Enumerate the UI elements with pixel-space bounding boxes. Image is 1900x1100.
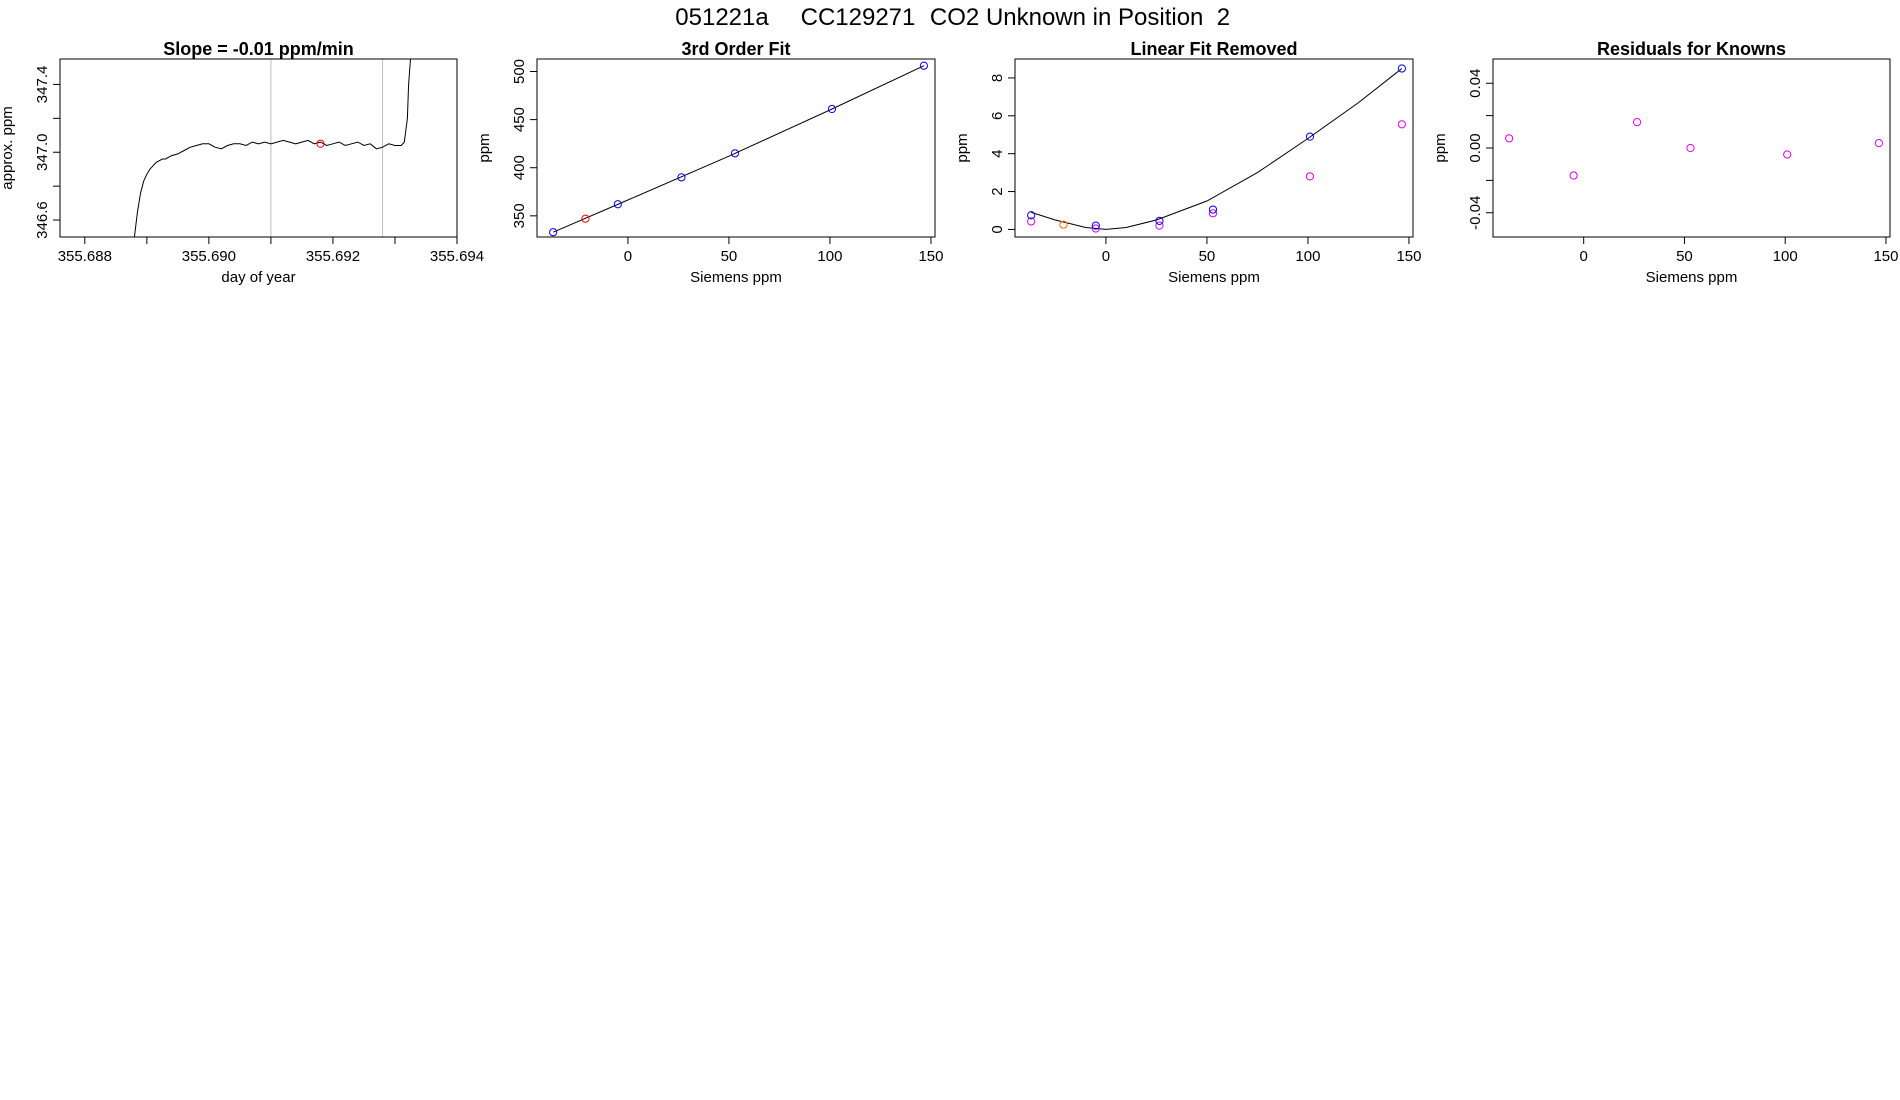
standard-point <box>1208 205 1218 214</box>
x-tick-label: 355.694 <box>430 248 484 265</box>
y-tick-label: 0 <box>989 225 1006 233</box>
y-tick-label: 8 <box>989 74 1006 82</box>
panel-title: Slope = -0.01 ppm/min <box>163 39 354 59</box>
y-tick-label: 0.04 <box>1467 69 1484 98</box>
y-tick-label: -0.04 <box>1467 196 1484 230</box>
y-axis-label: approx. ppm <box>0 106 16 189</box>
plot-area <box>133 59 411 237</box>
panel-third-order-fit: 3rd Order Fit 0 50 100 150 Siemens ppm 350 400 4… <box>476 39 943 286</box>
residual-point <box>1874 139 1884 148</box>
standard-point <box>1091 221 1100 230</box>
x-tick-label: 355.692 <box>306 248 360 265</box>
fit-curve <box>1031 68 1403 230</box>
x-axis-label: Siemens ppm <box>1168 269 1260 286</box>
panel-linear-fit-removed: Linear Fit Removed 0 50 100 150 Siemens ppm 0 2… <box>954 39 1421 286</box>
residual-point <box>1783 150 1792 159</box>
figure-title-run: 051221a <box>675 4 769 31</box>
y-tick-label: 2 <box>989 187 1006 195</box>
standard-point <box>613 200 622 209</box>
x-tick-label: 100 <box>1773 248 1798 265</box>
y-tick-label: 346.6 <box>34 201 51 239</box>
residual-point <box>1686 143 1695 153</box>
x-tick-label: 150 <box>1396 248 1421 265</box>
x-axis-label: day of year <box>221 269 295 286</box>
standard-point <box>1397 64 1406 73</box>
x-tick-label: 50 <box>1676 248 1693 265</box>
x-tick-label: 50 <box>1199 248 1216 265</box>
y-tick-label: 0.00 <box>1467 133 1484 162</box>
fit-curve <box>553 65 925 233</box>
x-axis-label: Siemens ppm <box>1646 269 1738 286</box>
plot-frame <box>1492 58 1891 238</box>
series-line <box>133 59 411 237</box>
x-tick-label: 355.690 <box>182 248 236 265</box>
linear-residual-point <box>1091 224 1100 233</box>
standard-point <box>919 61 928 70</box>
residual-point <box>1569 171 1578 180</box>
plot-area <box>1505 118 1884 180</box>
linear-residual-point <box>1155 221 1164 230</box>
plots: Slope = -0.01 ppm/min 355.688 355.690 355.6… <box>0 39 1898 286</box>
linear-residual-point <box>1305 172 1315 181</box>
x-tick-label: 50 <box>721 248 738 265</box>
plot-frame <box>59 58 458 238</box>
y-axis-label: ppm <box>954 133 971 162</box>
figure-title-cylinder: CC129271 <box>801 4 916 31</box>
y-tick-label: 400 <box>511 155 528 180</box>
linear-residual-point <box>1208 209 1218 218</box>
x-axis-label: Siemens ppm <box>690 269 782 286</box>
y-axis-label: ppm <box>476 133 493 162</box>
plot-frame <box>536 58 936 238</box>
standard-point <box>1305 132 1315 141</box>
residual-point <box>1505 134 1514 143</box>
linear-residual-point <box>1397 120 1406 129</box>
y-tick-label: 347.0 <box>34 133 51 171</box>
standard-point <box>677 173 686 182</box>
y-tick-label: 350 <box>511 203 528 228</box>
residual-point <box>1632 118 1642 127</box>
x-tick-label: 0 <box>1580 248 1588 265</box>
panel-timeseries: Slope = -0.01 ppm/min 355.688 355.690 355.6… <box>0 39 484 286</box>
x-tick-label: 0 <box>624 248 632 265</box>
figure-title-description: CO2 Unknown in Position 2 <box>930 4 1230 31</box>
x-tick-label: 0 <box>1102 248 1110 265</box>
y-tick-label: 500 <box>511 59 528 84</box>
y-axis-label: ppm <box>1432 133 1449 162</box>
x-tick-label: 355.688 <box>58 248 112 265</box>
y-tick-label: 347.4 <box>34 66 51 104</box>
panel-residuals-for-knowns: Residuals for Knowns 0 50 100 150 Siemens ppm… <box>1432 39 1898 286</box>
x-tick-label: 100 <box>817 248 842 265</box>
plot-frame <box>1014 58 1414 238</box>
linear-residual-point <box>1027 217 1036 226</box>
panel-title: 3rd Order Fit <box>681 39 790 59</box>
unknown-mean-marker <box>316 139 325 148</box>
standard-point <box>549 228 558 237</box>
y-tick-label: 6 <box>989 112 1006 120</box>
unknown-point <box>581 214 590 223</box>
standard-point <box>1027 211 1036 220</box>
x-tick-label: 100 <box>1295 248 1320 265</box>
panel-title: Residuals for Knowns <box>1597 39 1786 59</box>
standard-point <box>827 104 837 114</box>
y-tick-label: 4 <box>989 150 1006 158</box>
plot-area <box>549 61 928 237</box>
plot-area <box>1027 64 1406 233</box>
y-tick-label: 450 <box>511 107 528 132</box>
unknown-point <box>1059 220 1068 229</box>
x-tick-label: 150 <box>1873 248 1898 265</box>
panel-title: Linear Fit Removed <box>1130 39 1297 59</box>
x-tick-label: 150 <box>918 248 943 265</box>
standard-point <box>1155 216 1164 226</box>
standard-point <box>730 149 740 158</box>
